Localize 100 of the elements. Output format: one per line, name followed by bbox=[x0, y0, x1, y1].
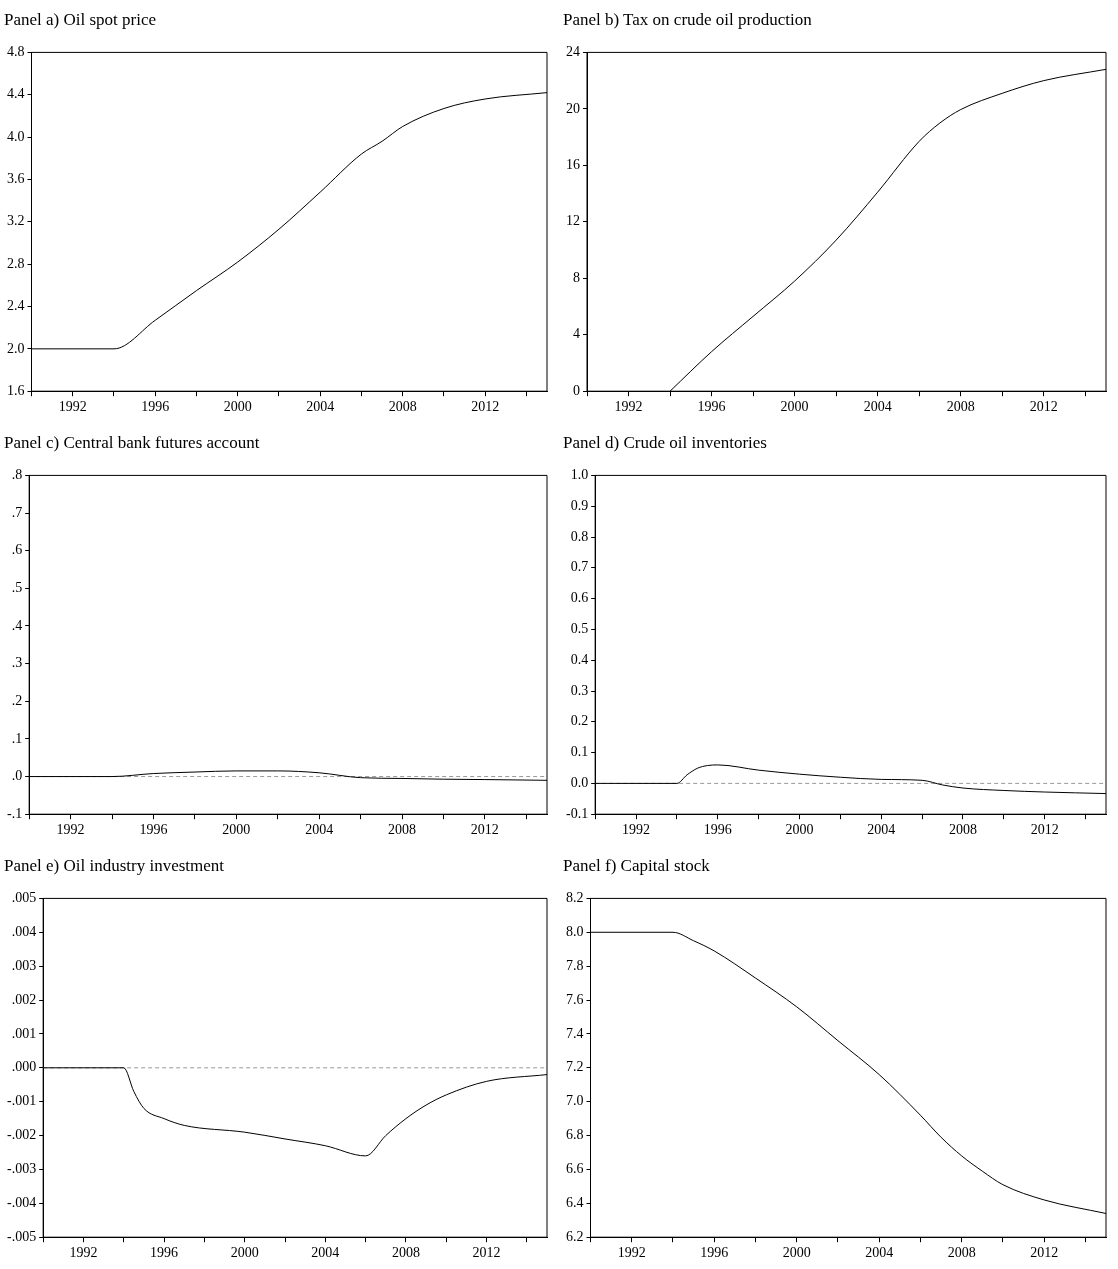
y-tick-label: 0.9 bbox=[570, 497, 589, 513]
x-tick-label: 2012 bbox=[471, 399, 500, 415]
x-tick-label: 1992 bbox=[617, 1245, 646, 1261]
y-tick-label: 7.4 bbox=[566, 1025, 584, 1041]
y-tick-label: .5 bbox=[11, 580, 23, 596]
chart-title: Panel e) Oil industry investment bbox=[4, 855, 225, 875]
y-tick-label: 1.6 bbox=[7, 382, 25, 398]
y-tick-label: 0 bbox=[573, 382, 580, 398]
y-tick-label: 6.8 bbox=[566, 1127, 584, 1143]
x-tick-label: 2004 bbox=[863, 399, 892, 415]
y-tick-label: .2 bbox=[11, 692, 23, 708]
y-tick-label: 16 bbox=[566, 157, 580, 173]
x-tick-label: 2000 bbox=[782, 1245, 811, 1261]
y-tick-label: -.1 bbox=[6, 805, 23, 821]
y-tick-label: 8.2 bbox=[566, 890, 584, 906]
y-tick-label: 6.4 bbox=[566, 1194, 584, 1210]
x-tick-label: 2008 bbox=[946, 399, 975, 415]
y-tick-label: .7 bbox=[11, 504, 23, 520]
y-tick-label: 0.8 bbox=[570, 528, 589, 544]
y-tick-label: 2.8 bbox=[7, 255, 25, 271]
x-tick-label: 1992 bbox=[622, 822, 651, 838]
y-tick-label: 0.7 bbox=[570, 559, 589, 575]
y-tick-label: 8.0 bbox=[566, 923, 584, 939]
x-tick-label: 2004 bbox=[306, 399, 335, 415]
y-tick-label: 24 bbox=[566, 44, 580, 60]
x-tick-label: 2012 bbox=[1030, 822, 1059, 838]
y-tick-label: 7.0 bbox=[566, 1093, 584, 1109]
x-tick-label: 1992 bbox=[56, 822, 85, 838]
y-tick-label: 2.4 bbox=[7, 298, 25, 314]
x-tick-label: 1996 bbox=[150, 1245, 179, 1261]
x-tick-label: 2008 bbox=[948, 822, 977, 838]
x-tick-label: 1996 bbox=[703, 822, 732, 838]
y-tick-label: 12 bbox=[566, 213, 580, 229]
x-tick-label: 2004 bbox=[865, 1245, 894, 1261]
y-tick-label: 6.6 bbox=[566, 1161, 584, 1177]
x-tick-label: 1992 bbox=[614, 399, 643, 415]
x-tick-label: 2000 bbox=[230, 1245, 259, 1261]
y-tick-label: 0.1 bbox=[570, 744, 589, 760]
y-tick-label: .000 bbox=[11, 1059, 37, 1075]
x-tick-label: 1996 bbox=[700, 1245, 729, 1261]
x-tick-label: 2000 bbox=[222, 822, 251, 838]
y-tick-label: 0.3 bbox=[570, 682, 589, 698]
y-tick-label: .003 bbox=[11, 957, 37, 973]
y-tick-label: 4.4 bbox=[7, 86, 25, 102]
x-tick-label: 2012 bbox=[1030, 1245, 1059, 1261]
y-tick-label: .4 bbox=[11, 617, 23, 633]
y-tick-label: 7.8 bbox=[566, 957, 584, 973]
x-tick-label: 2008 bbox=[388, 399, 417, 415]
x-tick-label: 1996 bbox=[139, 822, 168, 838]
chart-title: Panel a) Oil spot price bbox=[4, 9, 157, 29]
y-tick-label: 4.0 bbox=[7, 128, 25, 144]
y-tick-label: -.005 bbox=[6, 1228, 37, 1244]
y-tick-label: 8 bbox=[573, 269, 580, 285]
y-tick-label: .3 bbox=[11, 655, 23, 671]
y-tick-label: 4.8 bbox=[7, 44, 25, 60]
x-tick-label: 2000 bbox=[785, 822, 814, 838]
x-tick-label: 1992 bbox=[58, 399, 87, 415]
x-tick-label: 1996 bbox=[141, 399, 170, 415]
y-tick-label: 0.5 bbox=[570, 621, 589, 637]
x-tick-label: 2004 bbox=[311, 1245, 340, 1261]
y-tick-label: 3.2 bbox=[7, 213, 25, 229]
x-tick-label: 2004 bbox=[867, 822, 896, 838]
y-tick-label: 1.0 bbox=[570, 467, 589, 483]
x-tick-label: 2008 bbox=[391, 1245, 420, 1261]
chart-title: Panel c) Central bank futures account bbox=[4, 432, 260, 452]
chart-title: Panel b) Tax on crude oil production bbox=[563, 9, 813, 29]
y-tick-label: .004 bbox=[11, 923, 37, 939]
x-tick-label: 2012 bbox=[1029, 399, 1058, 415]
y-tick-label: -0.1 bbox=[565, 805, 589, 821]
x-tick-label: 2004 bbox=[305, 822, 334, 838]
x-tick-label: 2008 bbox=[388, 822, 417, 838]
y-tick-label: .6 bbox=[11, 542, 23, 558]
y-tick-label: 0.6 bbox=[570, 590, 589, 606]
y-tick-label: .0 bbox=[11, 768, 23, 784]
y-tick-label: -.004 bbox=[6, 1194, 37, 1210]
y-tick-label: -.002 bbox=[6, 1127, 37, 1143]
chart-title: Panel d) Crude oil inventories bbox=[563, 432, 767, 452]
y-tick-label: -.003 bbox=[6, 1161, 37, 1177]
y-tick-label: 7.6 bbox=[566, 991, 584, 1007]
y-tick-label: 0.0 bbox=[570, 775, 589, 791]
y-tick-label: 0.4 bbox=[570, 651, 589, 667]
x-tick-label: 1996 bbox=[697, 399, 726, 415]
y-tick-label: .005 bbox=[11, 890, 37, 906]
y-tick-label: .002 bbox=[11, 991, 37, 1007]
y-tick-label: 0.2 bbox=[570, 713, 589, 729]
y-tick-label: .001 bbox=[11, 1025, 37, 1041]
y-tick-label: 6.2 bbox=[566, 1228, 584, 1244]
x-tick-label: 2000 bbox=[780, 399, 809, 415]
x-tick-label: 2012 bbox=[472, 1245, 501, 1261]
x-tick-label: 2008 bbox=[947, 1245, 976, 1261]
y-tick-label: 7.2 bbox=[566, 1059, 584, 1075]
y-tick-label: 20 bbox=[566, 100, 580, 116]
y-tick-label: .8 bbox=[11, 467, 23, 483]
x-tick-label: 1992 bbox=[69, 1245, 98, 1261]
y-tick-label: -.001 bbox=[6, 1093, 37, 1109]
x-tick-label: 2012 bbox=[470, 822, 499, 838]
x-tick-label: 2000 bbox=[223, 399, 252, 415]
y-tick-label: 3.6 bbox=[7, 171, 25, 187]
y-tick-label: 4 bbox=[573, 326, 580, 342]
y-tick-label: 2.0 bbox=[7, 340, 25, 356]
